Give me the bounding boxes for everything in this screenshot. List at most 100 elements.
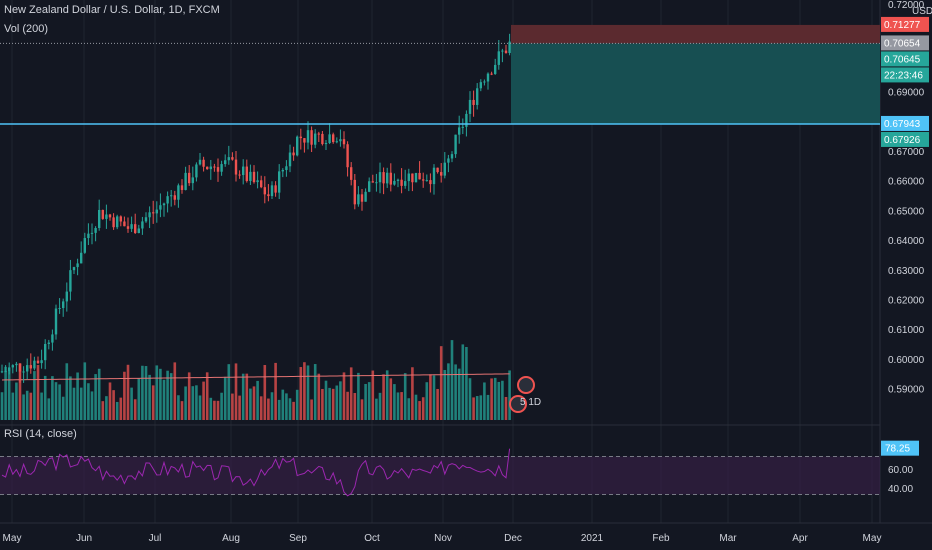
candle[interactable] [357,194,360,205]
candle[interactable] [231,157,234,160]
candle[interactable] [353,179,356,205]
candle[interactable] [346,144,349,168]
candle[interactable] [220,164,223,172]
candle[interactable] [425,180,428,182]
candle[interactable] [371,181,374,183]
stop-loss-zone[interactable] [511,24,880,44]
candle[interactable] [162,203,166,206]
candle[interactable] [184,172,187,190]
candle[interactable] [382,172,385,184]
candle[interactable] [159,205,162,210]
candle[interactable] [112,217,115,228]
candle[interactable] [411,173,414,183]
target-zone[interactable] [511,43,880,125]
candle[interactable] [342,139,346,145]
candle[interactable] [130,224,133,229]
candle[interactable] [206,166,209,170]
candle[interactable] [339,139,342,142]
candle[interactable] [234,159,238,175]
candle[interactable] [87,233,90,239]
candle[interactable] [360,194,364,202]
candle[interactable] [170,195,173,197]
candle[interactable] [508,41,511,53]
candle[interactable] [126,226,130,229]
candle[interactable] [400,179,403,186]
candle[interactable] [252,171,256,183]
candle[interactable] [281,170,284,172]
candle[interactable] [501,50,504,52]
candle[interactable] [198,159,202,165]
candle[interactable] [335,141,338,143]
candle[interactable] [249,171,252,182]
candle[interactable] [148,212,151,218]
candle[interactable] [458,127,461,135]
candle[interactable] [83,238,86,253]
candle[interactable] [494,64,497,74]
candle[interactable] [209,166,212,170]
candle[interactable] [404,181,407,186]
candle[interactable] [429,180,432,185]
candle[interactable] [22,371,25,373]
candle[interactable] [332,134,335,143]
candle[interactable] [47,342,50,344]
alert-icon[interactable] [517,376,535,394]
candle[interactable] [90,232,94,234]
candle[interactable] [375,182,378,184]
candle[interactable] [195,164,198,178]
candle[interactable] [123,221,126,227]
candle[interactable] [483,81,486,83]
candle[interactable] [263,187,266,195]
candle[interactable] [108,214,112,218]
candle[interactable] [72,267,76,271]
candle[interactable] [76,263,79,268]
candle[interactable] [44,343,47,361]
candle[interactable] [69,270,72,292]
candle[interactable] [18,363,22,372]
candle[interactable] [440,172,443,176]
candle[interactable] [288,152,292,167]
candle[interactable] [447,158,450,163]
candle[interactable] [479,82,482,89]
candle[interactable] [36,360,40,364]
candle[interactable] [224,160,227,165]
candle[interactable] [486,73,490,82]
candle[interactable] [414,172,418,183]
candle[interactable] [4,371,7,373]
candle[interactable] [504,50,508,53]
candle[interactable] [407,173,410,182]
candle[interactable] [94,227,97,233]
candle[interactable] [105,214,108,219]
candle[interactable] [26,365,29,372]
candle[interactable] [54,308,58,335]
alert-icon[interactable] [509,395,527,413]
candle[interactable] [242,166,245,176]
candle[interactable] [238,174,241,176]
candle[interactable] [15,363,18,366]
candle[interactable] [166,196,169,204]
candle[interactable] [213,166,216,168]
candle[interactable] [62,301,65,309]
candle[interactable] [155,209,158,214]
candle[interactable] [33,360,36,369]
candle[interactable] [476,88,479,105]
candle[interactable] [454,134,457,155]
candle[interactable] [137,228,140,233]
candle[interactable] [285,166,288,171]
candle[interactable] [256,180,259,183]
candle[interactable] [422,179,425,181]
candle[interactable] [216,167,220,172]
candle[interactable] [314,133,317,145]
candle[interactable] [378,172,382,183]
candle[interactable] [396,179,400,181]
candle[interactable] [324,143,328,145]
candle[interactable] [191,177,194,184]
candle[interactable] [141,221,144,229]
candle[interactable] [152,212,155,214]
candle[interactable] [227,157,230,161]
candle[interactable] [306,130,310,143]
candle[interactable] [350,167,353,180]
candle[interactable] [260,180,263,188]
candle[interactable] [101,209,104,219]
candle[interactable] [303,138,306,143]
